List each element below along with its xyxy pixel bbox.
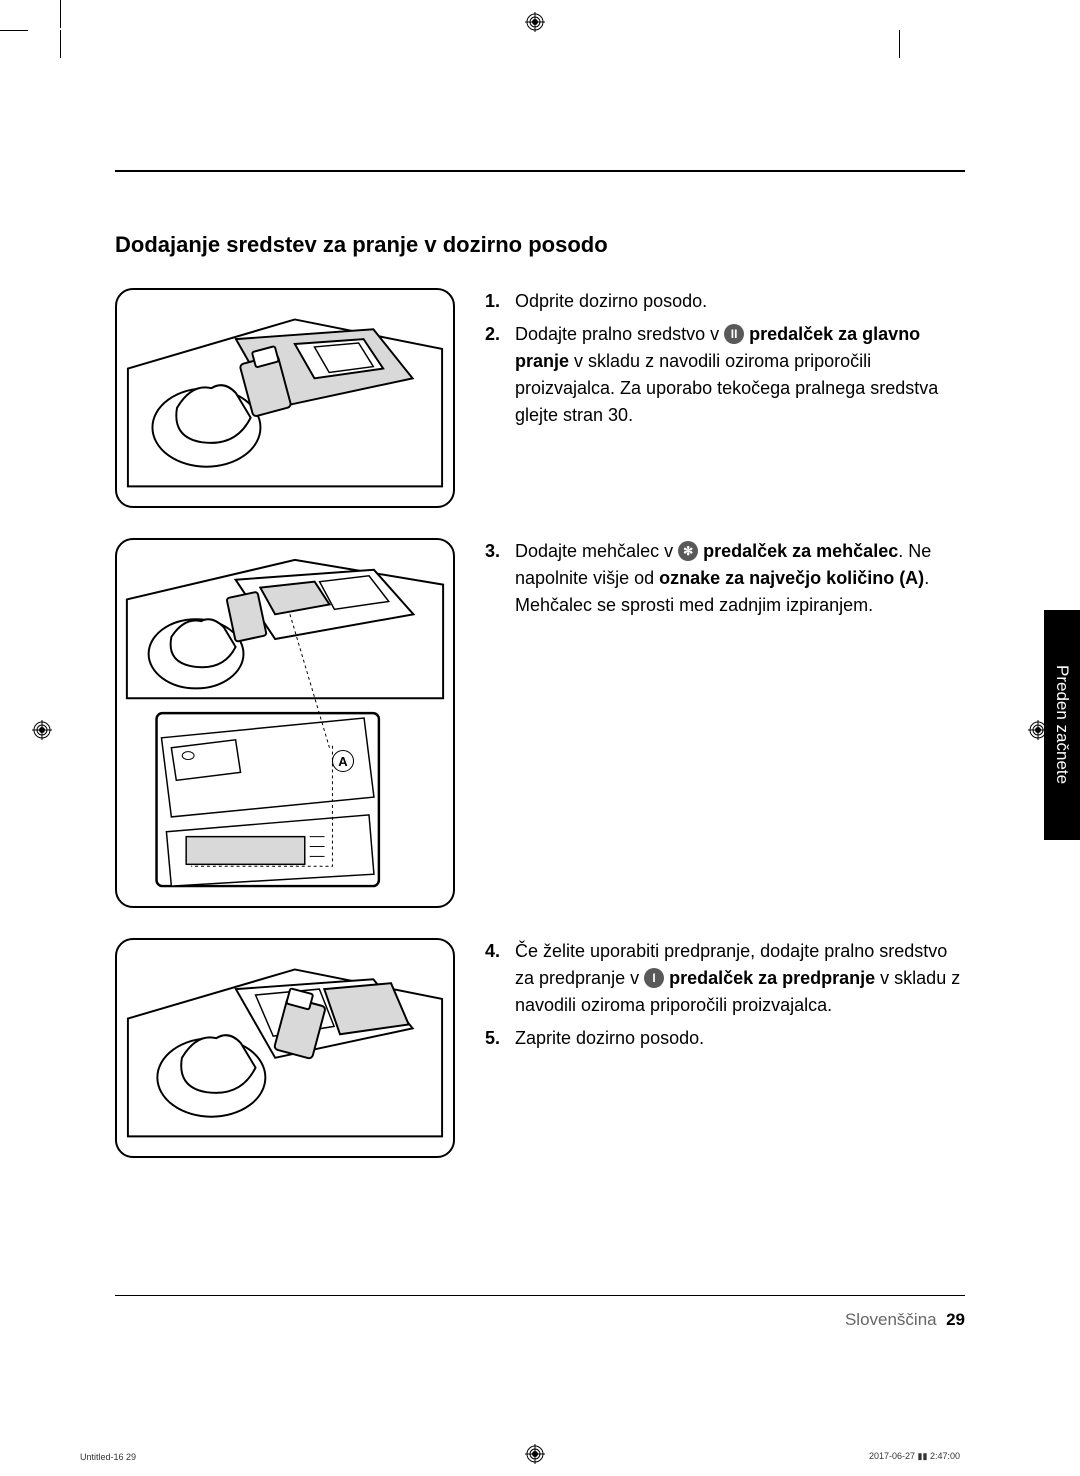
step-text: Zaprite dozirno posodo. bbox=[515, 1025, 704, 1052]
softener-icon: ✻ bbox=[678, 541, 698, 561]
callout-a-label: A bbox=[332, 750, 354, 772]
section-tab: Preden začnete bbox=[1044, 610, 1080, 840]
footer-language: Slovenščina bbox=[845, 1310, 937, 1329]
section-title: Dodajanje sredstev za pranje v dozirno p… bbox=[115, 232, 965, 258]
step-number: 3. bbox=[485, 538, 507, 619]
step-number: 4. bbox=[485, 938, 507, 1019]
compartment-i-icon: I bbox=[644, 968, 664, 988]
step-text: Če želite uporabiti predpranje, dodajte … bbox=[515, 938, 965, 1019]
registration-mark-icon bbox=[525, 12, 545, 32]
step-number: 1. bbox=[485, 288, 507, 315]
registration-mark-icon bbox=[525, 1444, 545, 1464]
step-text: Odprite dozirno posodo. bbox=[515, 288, 707, 315]
registration-mark-icon bbox=[32, 720, 52, 740]
page-content: Dodajanje sredstev za pranje v dozirno p… bbox=[115, 170, 965, 1330]
illustration-step1-2 bbox=[115, 288, 455, 508]
illustration-step3: A bbox=[115, 538, 455, 908]
compartment-ii-icon: II bbox=[724, 324, 744, 344]
page-footer: Slovenščina 29 bbox=[115, 1295, 965, 1330]
step-text: Dodajte pralno sredstvo v II predalček z… bbox=[515, 321, 965, 429]
step-number: 2. bbox=[485, 321, 507, 429]
print-meta-right: 2017-06-27 ▮▮ 2:47:00 bbox=[869, 1451, 960, 1462]
page-number: 29 bbox=[946, 1310, 965, 1329]
print-meta-left: Untitled-16 29 bbox=[80, 1452, 136, 1462]
step-number: 5. bbox=[485, 1025, 507, 1052]
illustration-step4-5 bbox=[115, 938, 455, 1158]
step-text: Dodajte mehčalec v ✻ predalček za mehčal… bbox=[515, 538, 965, 619]
top-rule bbox=[115, 170, 965, 172]
